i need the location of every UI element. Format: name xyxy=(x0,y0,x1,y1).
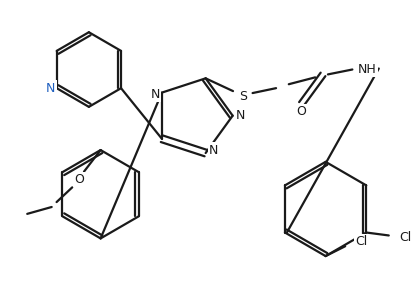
Text: O: O xyxy=(74,173,84,186)
Text: N: N xyxy=(150,88,160,101)
Text: Cl: Cl xyxy=(399,231,412,244)
Text: NH: NH xyxy=(358,63,376,76)
Text: O: O xyxy=(297,105,306,118)
Text: N: N xyxy=(236,109,245,122)
Text: N: N xyxy=(209,144,218,156)
Text: S: S xyxy=(239,89,247,102)
Text: Cl: Cl xyxy=(356,235,368,248)
Text: N: N xyxy=(46,82,56,95)
